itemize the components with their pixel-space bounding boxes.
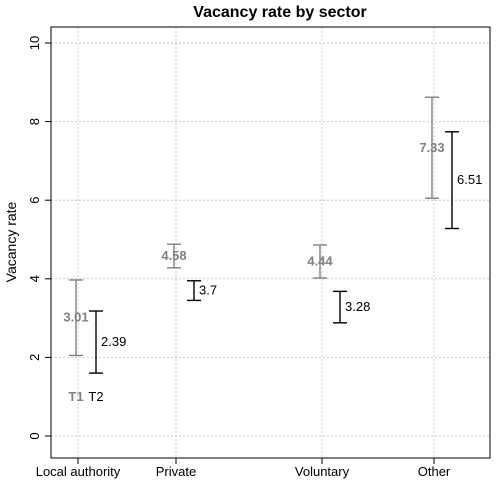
data-label: 4.44 — [307, 254, 333, 269]
series-t2: 2.39 3.7 3.28 6.51 — [89, 131, 482, 374]
series: 3.01 4.58 4.44 7.33 2.39 3.7 3.28 6.51 T1 T2 — [63, 96, 482, 404]
x-tick-label: Voluntary — [295, 464, 350, 479]
x-tick-label: Other — [418, 464, 451, 479]
data-label: 3.7 — [199, 283, 217, 298]
y-tick-label: 2 — [27, 354, 42, 361]
y-tick-label: 4 — [27, 275, 42, 282]
x-tick-label: Local authority — [36, 464, 121, 479]
y-axis-label: Vacancy rate — [3, 201, 19, 282]
data-label: 3.01 — [63, 310, 88, 325]
y-tick-label: 6 — [27, 197, 42, 204]
x-axis: Local authority Private Voluntary Other — [36, 458, 451, 479]
data-label: 3.28 — [345, 299, 370, 314]
y-tick-label: 8 — [27, 118, 42, 125]
series-t1: 3.01 4.58 4.44 7.33 — [63, 96, 445, 357]
chart-title: Vacancy rate by sector — [193, 4, 366, 21]
data-label: 6.51 — [457, 172, 482, 187]
series-name-label: T1 — [68, 389, 83, 404]
data-label: 7.33 — [419, 140, 444, 155]
x-tick-label: Private — [156, 464, 196, 479]
y-tick-label: 0 — [27, 432, 42, 439]
y-tick-label: 10 — [27, 36, 42, 50]
series-name-label: T2 — [88, 389, 103, 404]
data-label: 4.58 — [161, 248, 186, 263]
data-label: 2.39 — [101, 334, 126, 349]
plot-frame — [50, 26, 491, 459]
y-axis: 0 2 4 6 8 10 — [27, 36, 51, 440]
grid — [51, 27, 490, 458]
